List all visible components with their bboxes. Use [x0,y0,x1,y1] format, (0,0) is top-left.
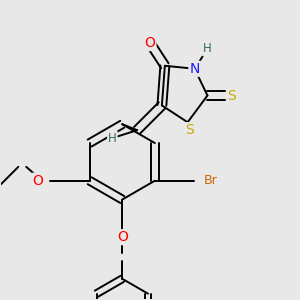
Text: N: N [189,62,200,76]
Text: H: H [203,42,212,56]
Text: S: S [185,123,194,137]
Text: Br: Br [203,174,217,187]
Text: O: O [33,174,44,188]
Text: S: S [227,88,236,103]
Text: H: H [108,132,117,145]
Text: O: O [145,36,155,50]
Text: O: O [117,230,128,244]
